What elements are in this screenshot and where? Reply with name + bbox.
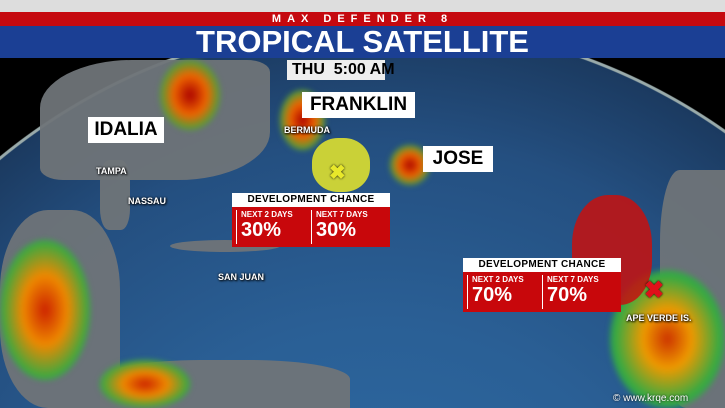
next-2-days-value: 70% xyxy=(472,284,513,306)
idalia-clouds xyxy=(160,60,220,130)
top-strip xyxy=(0,0,725,12)
next-2-days-label: NEXT 2 DAYS xyxy=(241,210,293,219)
next-7-days-label: NEXT 7 DAYS xyxy=(316,210,368,219)
place-tampa: TAMPA xyxy=(96,166,127,176)
development-title: DEVELOPMENT CHANCE xyxy=(232,193,390,207)
central-america-clouds xyxy=(0,240,90,380)
florida-land xyxy=(100,160,130,230)
place-bermuda: BERMUDA xyxy=(284,125,330,135)
next-7-days-value: 30% xyxy=(316,219,357,241)
yellow-outlook-area xyxy=(312,138,370,192)
next-2-days-value: 30% xyxy=(241,219,282,241)
storm-label-jose: JOSE xyxy=(423,146,493,172)
place-nassau: NASSAU xyxy=(128,196,167,206)
place-san-juan: SAN JUAN xyxy=(218,272,265,282)
time-label: THU 5:00 AM xyxy=(287,60,395,80)
development-box-1: DEVELOPMENT CHANCE NEXT 2 DAYS 30% NEXT 7… xyxy=(232,193,390,247)
next-7-days-value: 70% xyxy=(547,284,588,306)
development-box-2: DEVELOPMENT CHANCE NEXT 2 DAYS 70% NEXT 7… xyxy=(463,258,621,312)
storm-label-franklin: FRANKLIN xyxy=(302,92,415,118)
place-cape-verde: APE VERDE IS. xyxy=(626,313,692,323)
next-7-days-label: NEXT 7 DAYS xyxy=(547,275,599,284)
storm-label-idalia: IDALIA xyxy=(88,117,164,143)
brand-bar: MAX DEFENDER 8 xyxy=(0,12,725,26)
south-america-clouds xyxy=(100,360,190,408)
yellow-x-icon: ✖ xyxy=(329,162,346,184)
development-title: DEVELOPMENT CHANCE xyxy=(463,258,621,272)
red-x-icon: ✖ xyxy=(644,277,665,304)
title-bar: TROPICAL SATELLITE xyxy=(0,26,725,58)
next-2-days-label: NEXT 2 DAYS xyxy=(472,275,524,284)
watermark: © www.krqe.com xyxy=(613,393,689,404)
